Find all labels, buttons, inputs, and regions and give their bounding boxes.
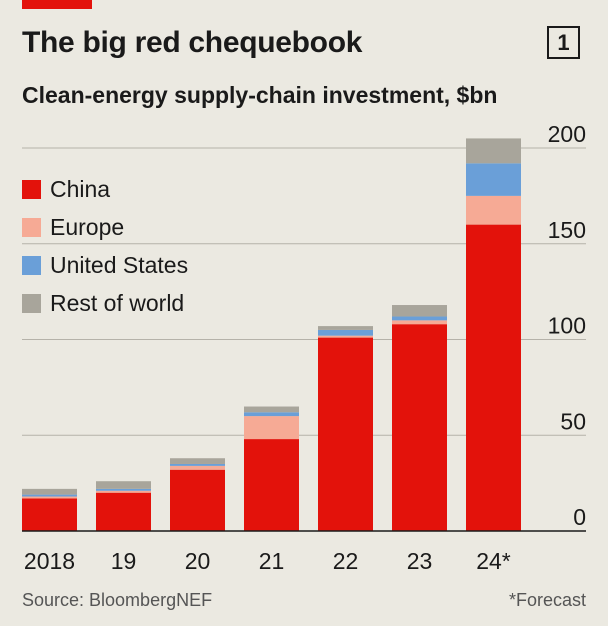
y-tick-label: 100	[548, 313, 586, 339]
bar-segment	[466, 138, 521, 164]
forecast-footnote: *Forecast	[508, 590, 586, 610]
y-tick-label: 150	[548, 217, 586, 243]
bar-segment	[22, 488, 77, 495]
x-tick-label: 19	[111, 548, 137, 574]
x-tick-label: 2018	[24, 548, 75, 574]
bar-segment	[392, 316, 447, 321]
brand-tag	[22, 0, 92, 9]
legend-item-china: China	[22, 170, 188, 208]
bar-segment	[318, 335, 373, 338]
bar-segment	[170, 458, 225, 464]
bar-segment	[392, 305, 447, 317]
y-tick-label: 50	[560, 408, 586, 434]
bar-segment	[96, 481, 151, 489]
legend-label: Europe	[50, 213, 125, 240]
legend-swatch-china	[22, 179, 41, 199]
chart-title: The big red chequebook	[22, 26, 363, 59]
legend-swatch-europe	[22, 217, 41, 237]
bar-segment	[466, 195, 521, 225]
chart-subtitle: Clean-energy supply-chain investment, $b…	[22, 82, 498, 108]
legend-swatch-united-states	[22, 255, 41, 275]
x-tick-label: 23	[407, 548, 433, 574]
source-note: Source: BloombergNEF	[22, 590, 213, 610]
bar-segment	[318, 329, 373, 336]
bar-segment	[170, 465, 225, 470]
x-tick-label: 20	[185, 548, 211, 574]
legend-item-united-states: United States	[22, 246, 188, 284]
bar-segment	[22, 494, 77, 497]
bar-segment	[392, 324, 447, 531]
legend: China Europe United States Rest of world	[22, 170, 188, 322]
bar-segment	[466, 224, 521, 531]
bar-segment	[466, 163, 521, 196]
x-tick-label: 24*	[476, 548, 511, 574]
legend-label: United States	[50, 251, 189, 278]
bar-segment	[170, 469, 225, 531]
chart-number-badge: 1	[547, 26, 580, 59]
x-tick-label: 22	[333, 548, 359, 574]
legend-item-europe: Europe	[22, 208, 188, 246]
bar-segment	[392, 320, 447, 325]
bar-segment	[96, 490, 151, 493]
bar-segment	[244, 406, 299, 413]
bar-segment	[244, 439, 299, 531]
y-tick-label: 200	[548, 121, 586, 147]
bar-segment	[318, 326, 373, 330]
bar-segment	[22, 496, 77, 499]
bar-segment	[96, 492, 151, 531]
bar-segment	[170, 463, 225, 466]
bar-segment	[244, 416, 299, 440]
legend-label: China	[50, 175, 111, 202]
legend-label: Rest of world	[50, 289, 185, 316]
legend-swatch-rest-of-world	[22, 293, 41, 313]
bar-segment	[244, 412, 299, 417]
y-tick-label: 0	[573, 504, 586, 530]
bar-segment	[318, 337, 373, 531]
bar-segment	[22, 498, 77, 531]
legend-item-rest-of-world: Rest of world	[22, 284, 188, 322]
bar-segment	[96, 488, 151, 491]
x-tick-label: 21	[259, 548, 285, 574]
